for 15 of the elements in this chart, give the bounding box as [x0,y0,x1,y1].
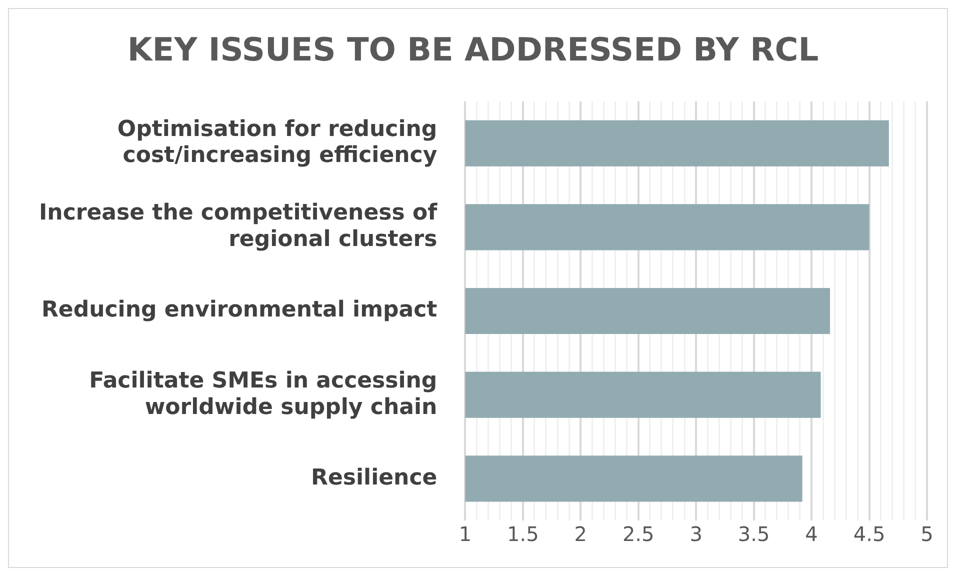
y-tick-label: Resilience [311,465,438,490]
x-tick-label: 1.5 [507,522,539,546]
y-tick-label: Increase the competitiveness of regional clusters [38,200,438,252]
x-tick-label: 1 [458,522,472,546]
x-tick-label: 2 [574,522,588,546]
x-tick-label: 3 [690,522,702,546]
x-tick-label: 2.5 [622,522,654,546]
x-tick-label: 4 [805,522,818,546]
y-tick-label: Reducing environmental impact [41,298,438,323]
y-tick-label: Facilitate SMEs in accessing worldwide supply chain [89,368,438,420]
chart-title: KEY ISSUES TO BE ADDRESSED BY RCL [127,30,819,69]
y-tick-label: Optimisation for reducing cost/increasing efficiency [117,116,438,168]
x-tick-label: 4.5 [853,522,886,546]
x-tick-label: 3.5 [738,522,770,546]
x-tick-label: 5 [920,522,934,546]
